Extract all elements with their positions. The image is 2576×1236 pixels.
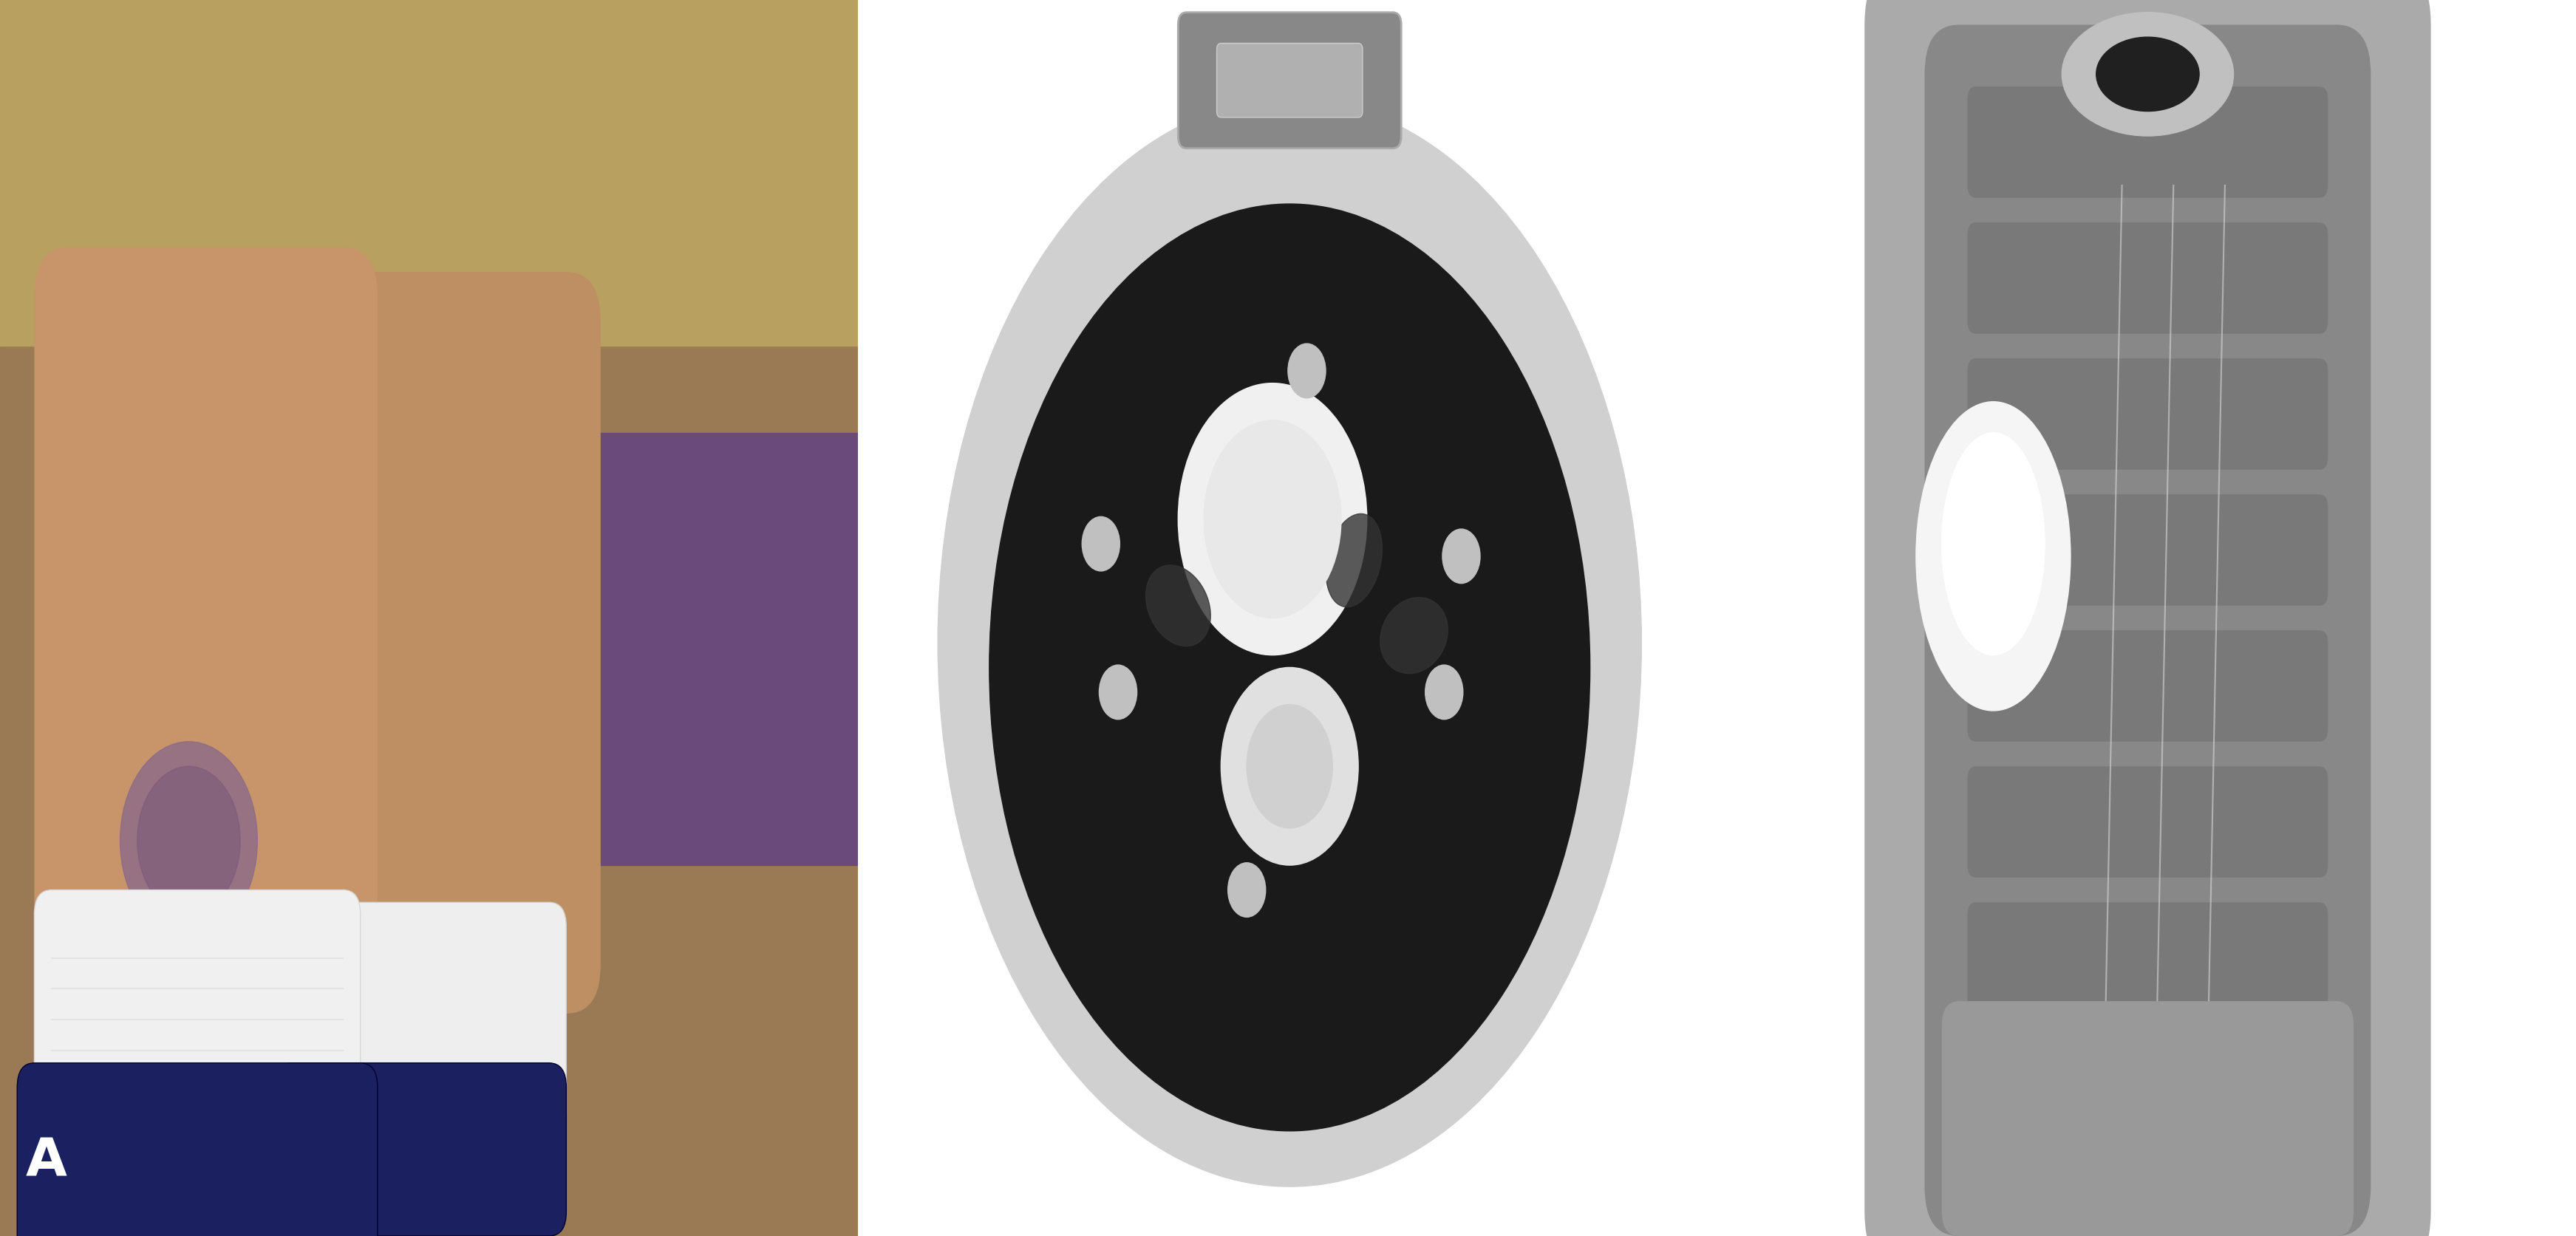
FancyBboxPatch shape <box>1968 630 2326 742</box>
FancyBboxPatch shape <box>33 247 379 1063</box>
Ellipse shape <box>1177 383 1365 655</box>
Circle shape <box>1443 529 1479 583</box>
Ellipse shape <box>1942 433 2045 655</box>
Polygon shape <box>0 0 858 346</box>
Ellipse shape <box>1327 514 1381 607</box>
Ellipse shape <box>1381 597 1448 674</box>
Text: A: A <box>26 1136 67 1187</box>
Text: C: C <box>1744 1136 1783 1187</box>
Circle shape <box>1288 344 1324 398</box>
Ellipse shape <box>1203 420 1340 618</box>
Circle shape <box>1425 665 1463 719</box>
Polygon shape <box>258 433 858 865</box>
FancyBboxPatch shape <box>1216 43 1363 117</box>
FancyBboxPatch shape <box>1968 87 2326 198</box>
Ellipse shape <box>1221 667 1358 865</box>
Circle shape <box>1229 863 1265 917</box>
FancyBboxPatch shape <box>1968 222 2326 334</box>
FancyBboxPatch shape <box>291 272 600 1014</box>
Ellipse shape <box>1247 705 1332 828</box>
FancyBboxPatch shape <box>1942 1001 2352 1236</box>
Circle shape <box>1082 517 1121 571</box>
FancyBboxPatch shape <box>33 890 361 1162</box>
Circle shape <box>121 742 258 939</box>
Ellipse shape <box>938 99 1641 1187</box>
FancyBboxPatch shape <box>1924 25 2370 1236</box>
Ellipse shape <box>989 204 1589 1131</box>
Ellipse shape <box>2097 37 2197 111</box>
Text: B: B <box>886 1136 927 1187</box>
FancyBboxPatch shape <box>1968 1038 2326 1149</box>
FancyBboxPatch shape <box>1968 766 2326 878</box>
FancyBboxPatch shape <box>291 902 567 1137</box>
FancyBboxPatch shape <box>1968 358 2326 470</box>
Circle shape <box>137 766 240 915</box>
Ellipse shape <box>2061 12 2233 136</box>
Ellipse shape <box>1229 499 1283 597</box>
FancyBboxPatch shape <box>1865 0 2429 1236</box>
Ellipse shape <box>1917 402 2071 711</box>
FancyBboxPatch shape <box>1968 902 2326 1014</box>
FancyBboxPatch shape <box>276 1063 567 1236</box>
Circle shape <box>1100 665 1136 719</box>
FancyBboxPatch shape <box>1177 12 1401 148</box>
Ellipse shape <box>1146 565 1211 646</box>
FancyBboxPatch shape <box>18 1063 379 1236</box>
FancyBboxPatch shape <box>1968 494 2326 606</box>
